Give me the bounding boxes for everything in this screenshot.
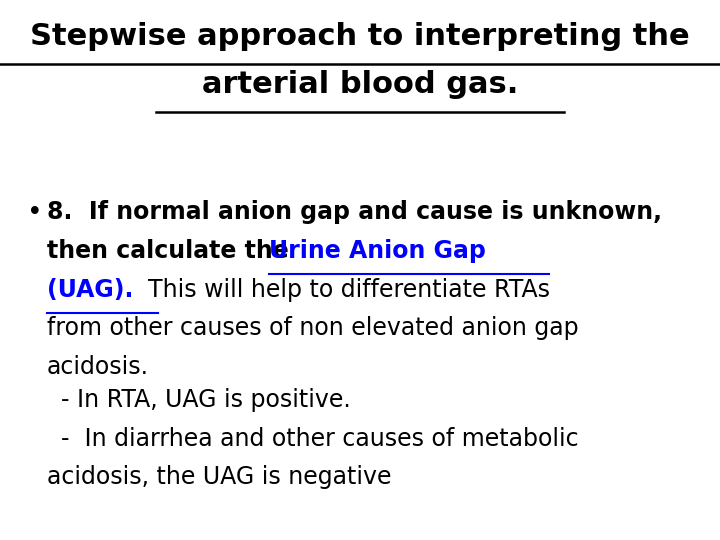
Text: (UAG).: (UAG).: [47, 278, 133, 301]
Text: - In RTA, UAG is positive.: - In RTA, UAG is positive.: [61, 388, 351, 411]
Text: acidosis, the UAG is negative: acidosis, the UAG is negative: [47, 465, 391, 489]
Text: 8.  If normal anion gap and cause is unknown,: 8. If normal anion gap and cause is unkn…: [47, 200, 662, 224]
Text: This will help to differentiate RTAs: This will help to differentiate RTAs: [133, 278, 550, 301]
Text: •: •: [27, 200, 43, 226]
Text: acidosis.: acidosis.: [47, 355, 149, 379]
Text: arterial blood gas.: arterial blood gas.: [202, 70, 518, 99]
Text: then calculate the: then calculate the: [47, 239, 297, 262]
Text: Stepwise approach to interpreting the: Stepwise approach to interpreting the: [30, 22, 690, 51]
Text: Urine Anion Gap: Urine Anion Gap: [269, 239, 486, 262]
Text: from other causes of non elevated anion gap: from other causes of non elevated anion …: [47, 316, 578, 340]
Text: -  In diarrhea and other causes of metabolic: - In diarrhea and other causes of metabo…: [61, 427, 579, 450]
